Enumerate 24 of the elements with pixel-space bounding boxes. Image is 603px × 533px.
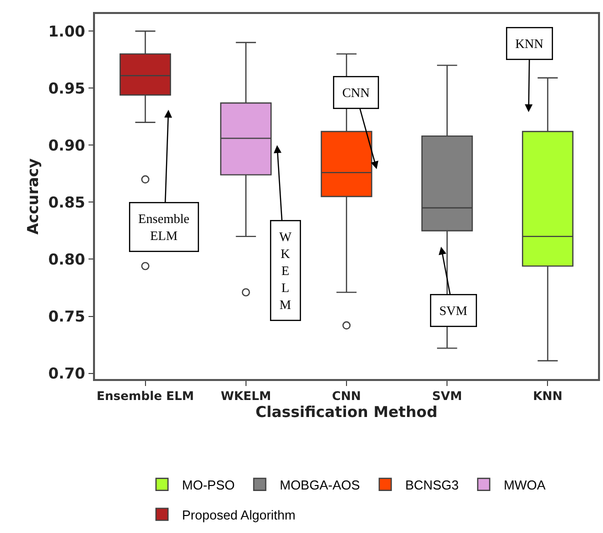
- x-tick-label: KNN: [533, 389, 562, 404]
- y-tick-label: 0.85: [48, 193, 86, 212]
- legend-label: BCNSG3: [405, 477, 459, 492]
- x-tick-label: WKELM: [220, 389, 272, 404]
- y-tick-label: 0.75: [48, 308, 86, 326]
- y-tick-label: 0.95: [48, 79, 86, 98]
- x-tick-label: CNN: [332, 389, 361, 404]
- legend-label: MOBGA-AOS: [280, 477, 360, 492]
- y-tick-label: 0.90: [48, 136, 86, 154]
- legend-label: Proposed Algorithm: [182, 507, 296, 522]
- y-axis-title: Accuracy: [24, 158, 42, 235]
- annotation: KNN: [515, 36, 544, 52]
- annotation: CNN: [342, 85, 370, 100]
- x-axis-title: Classification Method: [256, 403, 438, 422]
- y-tick-label: 0.70: [48, 364, 86, 383]
- legend-label: MO-PSO: [182, 477, 235, 492]
- x-tick-label: SVM: [432, 389, 462, 404]
- y-tick-label: 1.00: [48, 22, 86, 40]
- annotation: SVM: [439, 303, 468, 318]
- legend-label: MWOA: [504, 477, 546, 492]
- annotation: W K E L M: [279, 229, 292, 312]
- x-tick-label: Ensemble ELM: [96, 389, 194, 404]
- y-tick-label: 0.80: [48, 250, 86, 268]
- annotation: Ensemble ELM: [138, 211, 190, 244]
